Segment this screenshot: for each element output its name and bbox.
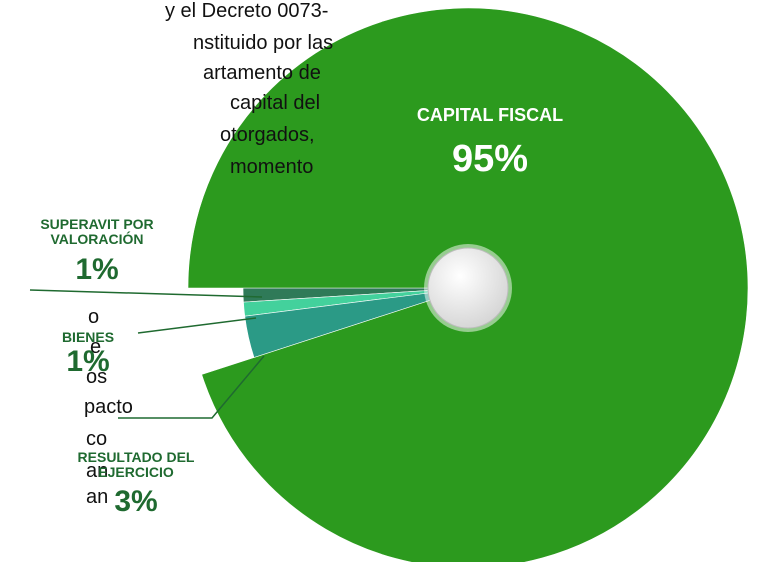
document-text: otorgados,: [220, 124, 315, 146]
slice-value: 1%: [66, 345, 110, 378]
document-text: nstituido por las: [193, 32, 334, 54]
document-text: an: [86, 460, 109, 482]
slice-label: CAPITAL FISCAL: [416, 105, 564, 125]
slice-label: SUPERAVIT POR VALORACIÓN: [40, 216, 154, 247]
slice-value: 95%: [451, 138, 529, 180]
slice-label: BIENES: [61, 329, 115, 345]
document-text: y el Decreto 0073-: [165, 0, 329, 22]
slice-value: 3%: [114, 485, 158, 518]
document-text: co: [86, 428, 108, 450]
document-text: o: [88, 306, 100, 328]
slice-value: 1%: [75, 253, 119, 286]
document-text: e: [90, 336, 102, 358]
slice-label: RESULTADO DEL EJERCICIO: [77, 449, 195, 480]
leader-line: [29, 289, 263, 298]
leader-line: [137, 317, 257, 334]
document-text: an: [86, 486, 109, 508]
document-text: pacto: [84, 396, 133, 418]
leader-line: [118, 355, 265, 419]
document-text: capital del: [230, 92, 321, 114]
document-text: os: [86, 366, 108, 388]
hub: [427, 247, 509, 329]
document-text: artamento de: [203, 62, 321, 84]
document-text: momento: [230, 156, 314, 178]
